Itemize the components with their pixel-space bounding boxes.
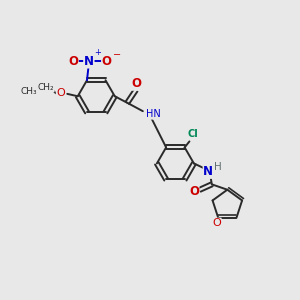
Text: N: N <box>203 165 213 178</box>
Text: O: O <box>212 218 221 228</box>
Text: O: O <box>132 77 142 90</box>
Text: O: O <box>56 88 65 98</box>
Text: H: H <box>214 162 222 172</box>
Text: N: N <box>84 55 94 68</box>
Text: +: + <box>94 48 101 57</box>
Text: −: − <box>113 50 121 60</box>
Text: HN: HN <box>146 109 161 119</box>
Text: CH₂: CH₂ <box>38 83 54 92</box>
Text: O: O <box>102 55 112 68</box>
Text: O: O <box>189 185 199 198</box>
Text: CH₃: CH₃ <box>20 87 37 96</box>
Text: O: O <box>68 55 78 68</box>
Text: Cl: Cl <box>187 129 198 139</box>
